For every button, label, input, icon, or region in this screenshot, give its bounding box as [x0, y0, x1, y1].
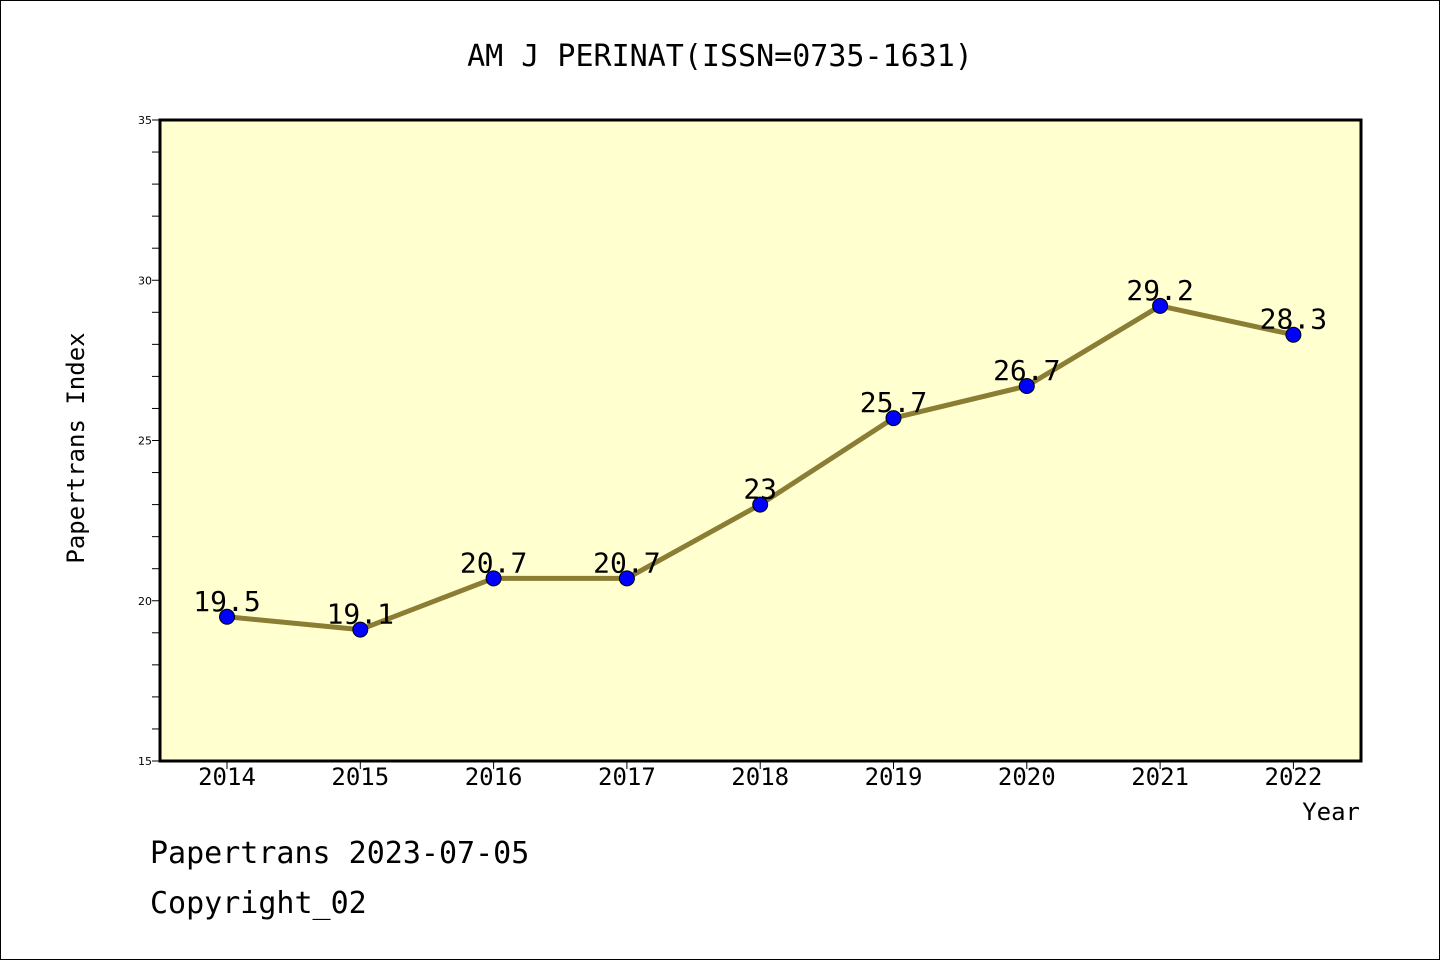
- data-label: 29.2: [1126, 274, 1193, 307]
- data-label: 26.7: [993, 354, 1060, 387]
- x-tick-label: 2015: [331, 763, 389, 791]
- series-group: 19.5 19.1 20.7 20.7 23 25.7 26.7 29.2 28.3: [193, 274, 1327, 638]
- x-tick-label: 2021: [1131, 763, 1189, 791]
- chart-title: AM J PERINAT(ISSN=0735-1631): [467, 39, 973, 74]
- x-tick-label: 2014: [198, 763, 256, 791]
- y-tick-label: 25: [138, 435, 152, 448]
- data-point: [219, 608, 235, 625]
- y-tick-label: 30: [138, 274, 152, 287]
- data-point: [1285, 326, 1302, 343]
- data-point: [752, 496, 769, 513]
- data-point: [885, 410, 902, 427]
- data-point: [352, 621, 369, 638]
- data-point: [618, 570, 635, 587]
- footer-date: Papertrans 2023-07-05: [150, 836, 530, 871]
- data-label: 20.7: [593, 546, 660, 579]
- y-axis: 15 20 25 30 35: [138, 114, 160, 768]
- data-label: 25.7: [860, 386, 927, 419]
- data-point: [485, 570, 502, 587]
- data-point: [1152, 297, 1169, 314]
- x-tick-label: 2016: [465, 763, 523, 791]
- footer-copyright: Copyright_02: [150, 886, 367, 921]
- data-label: 19.5: [193, 585, 260, 618]
- x-tick-label: 2020: [998, 763, 1056, 791]
- data-label: 23: [743, 473, 777, 506]
- data-label: 28.3: [1260, 303, 1327, 336]
- y-tick-label: 15: [138, 755, 152, 768]
- x-tick-label: 2019: [865, 763, 923, 791]
- x-tick-label: 2017: [598, 763, 656, 791]
- data-label: 19.1: [327, 598, 394, 631]
- y-tick-label: 20: [138, 595, 152, 608]
- data-label: 20.7: [460, 546, 527, 579]
- plot-area: [158, 118, 1363, 763]
- data-point: [1018, 378, 1035, 395]
- x-tick-label: 2022: [1265, 763, 1323, 791]
- x-axis: 2014 2015 2016 2017 2018 2019 2020 2021 2022: [198, 761, 1322, 791]
- y-tick-label: 35: [138, 114, 152, 127]
- x-axis-label: Year: [1302, 798, 1360, 826]
- x-tick-label: 2018: [731, 763, 789, 791]
- y-axis-label: Papertrans Index: [62, 332, 90, 563]
